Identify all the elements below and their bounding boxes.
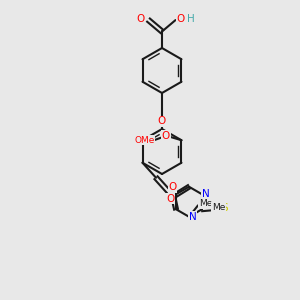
- Text: Me: Me: [199, 199, 212, 208]
- Text: O: O: [162, 130, 170, 140]
- Text: H: H: [187, 14, 195, 24]
- Text: Me: Me: [212, 202, 225, 211]
- Text: N: N: [202, 189, 209, 199]
- Text: N: N: [189, 212, 196, 222]
- Text: O: O: [136, 14, 144, 25]
- Text: O: O: [166, 194, 174, 204]
- Text: OMe: OMe: [134, 136, 154, 145]
- Text: O: O: [162, 131, 170, 141]
- Text: O: O: [177, 14, 185, 24]
- Text: O: O: [168, 182, 176, 192]
- Text: S: S: [222, 203, 228, 213]
- Text: O: O: [158, 116, 166, 127]
